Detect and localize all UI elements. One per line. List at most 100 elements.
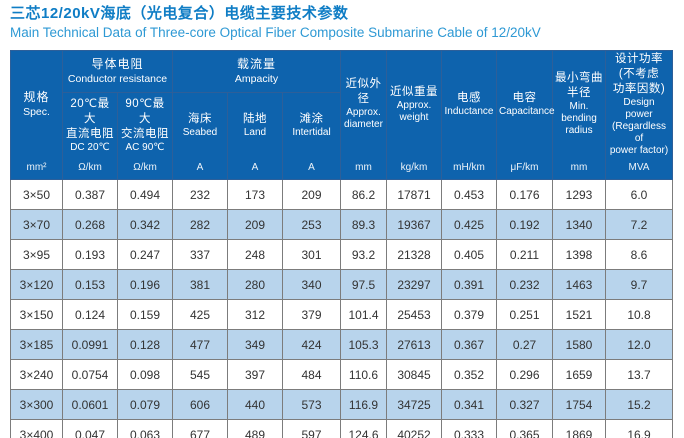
spec-cell: 3×95 <box>10 239 63 271</box>
value-cell: 209 <box>282 179 341 211</box>
value-cell: 25453 <box>386 299 442 331</box>
col-header-land-zh: 陆地 <box>243 112 267 125</box>
table-header: 规格 Spec. 导体电阻 Conductor resistance 载流量 A… <box>10 49 673 181</box>
value-cell: 0.327 <box>496 389 553 421</box>
col-header-weight-en: Approx. weight <box>396 99 432 123</box>
value-cell: 0.079 <box>117 389 173 421</box>
spec-cell: 3×50 <box>10 179 63 211</box>
value-cell: 40252 <box>386 419 442 438</box>
value-cell: 0.0991 <box>62 329 118 361</box>
value-cell: 0.342 <box>117 209 173 241</box>
unit-inductance: mH/km <box>441 157 497 181</box>
value-cell: 1580 <box>552 329 606 361</box>
value-cell: 0.153 <box>62 269 118 301</box>
table-row: 3×95 0.193 0.247 337 248 301 93.2 21328 0.405 0.2… <box>10 239 673 271</box>
table-row: 3×120 0.153 0.196 381 280 340 97.5 23297 0.391 0.… <box>10 269 673 301</box>
value-cell: 484 <box>282 359 341 391</box>
value-cell: 301 <box>282 239 341 271</box>
col-header-bending-radius: 最小弯曲 半径 Min. bending radius <box>552 49 606 158</box>
value-cell: 0.247 <box>117 239 173 271</box>
col-header-land: 陆地 Land <box>227 91 283 158</box>
value-cell: 381 <box>172 269 228 301</box>
value-cell: 397 <box>227 359 283 391</box>
unit-diameter: mm <box>340 157 387 181</box>
spec-cell: 3×185 <box>10 329 63 361</box>
col-header-inductance-en: Inductance <box>444 105 494 117</box>
value-cell: 34725 <box>386 389 442 421</box>
col-header-seabed: 海床 Seabed <box>172 91 228 158</box>
value-cell: 477 <box>172 329 228 361</box>
value-cell: 379 <box>282 299 341 331</box>
group-conductor-zh: 导体电阻 <box>91 57 144 72</box>
value-cell: 0.063 <box>117 419 173 438</box>
value-cell: 248 <box>227 239 283 271</box>
col-header-capacitance-en: Capacitance <box>499 105 555 117</box>
col-header-seabed-en: Seabed <box>182 126 218 138</box>
group-conductor-en: Conductor resistance <box>67 72 168 85</box>
table-row: 3×70 0.268 0.342 282 209 253 89.3 19367 0.425 0.1… <box>10 209 673 241</box>
value-cell: 232 <box>172 179 228 211</box>
unit-capacitance: μF/km <box>496 157 553 181</box>
value-cell: 280 <box>227 269 283 301</box>
unit-bending: mm <box>552 157 606 181</box>
col-header-diameter: 近似外径 Approx. diameter <box>340 49 387 158</box>
spec-cell: 3×150 <box>10 299 63 331</box>
value-cell: 573 <box>282 389 341 421</box>
col-header-spec-zh: 规格 <box>23 90 50 105</box>
col-header-dc20-en: DC 20℃ <box>70 141 110 153</box>
col-header-weight-zh: 近似重量 <box>390 85 438 98</box>
value-cell: 6.0 <box>605 179 673 211</box>
value-cell: 545 <box>172 359 228 391</box>
header-row-units: mm² Ω/km Ω/km A A A mm kg/km mH/km μF/km… <box>10 157 673 181</box>
value-cell: 209 <box>227 209 283 241</box>
value-cell: 7.2 <box>605 209 673 241</box>
value-cell: 23297 <box>386 269 442 301</box>
unit-ac90: Ω/km <box>117 157 173 181</box>
value-cell: 0.27 <box>496 329 553 361</box>
value-cell: 1340 <box>552 209 606 241</box>
value-cell: 0.391 <box>441 269 497 301</box>
value-cell: 0.192 <box>496 209 553 241</box>
value-cell: 16.9 <box>605 419 673 438</box>
spec-cell: 3×400 <box>10 419 63 438</box>
spec-cell: 3×120 <box>10 269 63 301</box>
group-header-ampacity: 载流量 Ampacity <box>172 50 341 93</box>
col-header-diameter-en: Approx. diameter <box>344 107 383 131</box>
value-cell: 0.159 <box>117 299 173 331</box>
spec-cell: 3×240 <box>10 359 63 391</box>
unit-spec: mm² <box>10 157 63 181</box>
table-row: 3×400 0.047 0.063 677 489 597 124.6 40252 0.333 0… <box>10 419 673 438</box>
value-cell: 677 <box>172 419 228 438</box>
value-cell: 0.367 <box>441 329 497 361</box>
value-cell: 340 <box>282 269 341 301</box>
title-block: 三芯12/20kV海底（光电复合）电缆主要技术参数 Main Technical… <box>10 4 541 42</box>
value-cell: 337 <box>172 239 228 271</box>
unit-land: A <box>227 157 283 181</box>
value-cell: 105.3 <box>340 329 387 361</box>
value-cell: 489 <box>227 419 283 438</box>
value-cell: 0.379 <box>441 299 497 331</box>
col-header-intertidal: 滩涂 Intertidal <box>282 91 341 158</box>
value-cell: 89.3 <box>340 209 387 241</box>
table-row: 3×300 0.0601 0.079 606 440 573 116.9 34725 0.341… <box>10 389 673 421</box>
value-cell: 1521 <box>552 299 606 331</box>
value-cell: 0.232 <box>496 269 553 301</box>
value-cell: 86.2 <box>340 179 387 211</box>
value-cell: 1754 <box>552 389 606 421</box>
spec-cell: 3×70 <box>10 209 63 241</box>
value-cell: 0.251 <box>496 299 553 331</box>
value-cell: 0.0601 <box>62 389 118 421</box>
value-cell: 12.0 <box>605 329 673 361</box>
col-header-ac90-zh: 90℃最大 交流电阻 <box>121 97 169 140</box>
value-cell: 21328 <box>386 239 442 271</box>
col-header-ac90-en: AC 90℃ <box>125 141 165 153</box>
value-cell: 0.341 <box>441 389 497 421</box>
value-cell: 173 <box>227 179 283 211</box>
value-cell: 1293 <box>552 179 606 211</box>
value-cell: 0.405 <box>441 239 497 271</box>
group-ampacity-en: Ampacity <box>234 72 279 85</box>
value-cell: 30845 <box>386 359 442 391</box>
value-cell: 17871 <box>386 179 442 211</box>
value-cell: 0.0754 <box>62 359 118 391</box>
value-cell: 15.2 <box>605 389 673 421</box>
